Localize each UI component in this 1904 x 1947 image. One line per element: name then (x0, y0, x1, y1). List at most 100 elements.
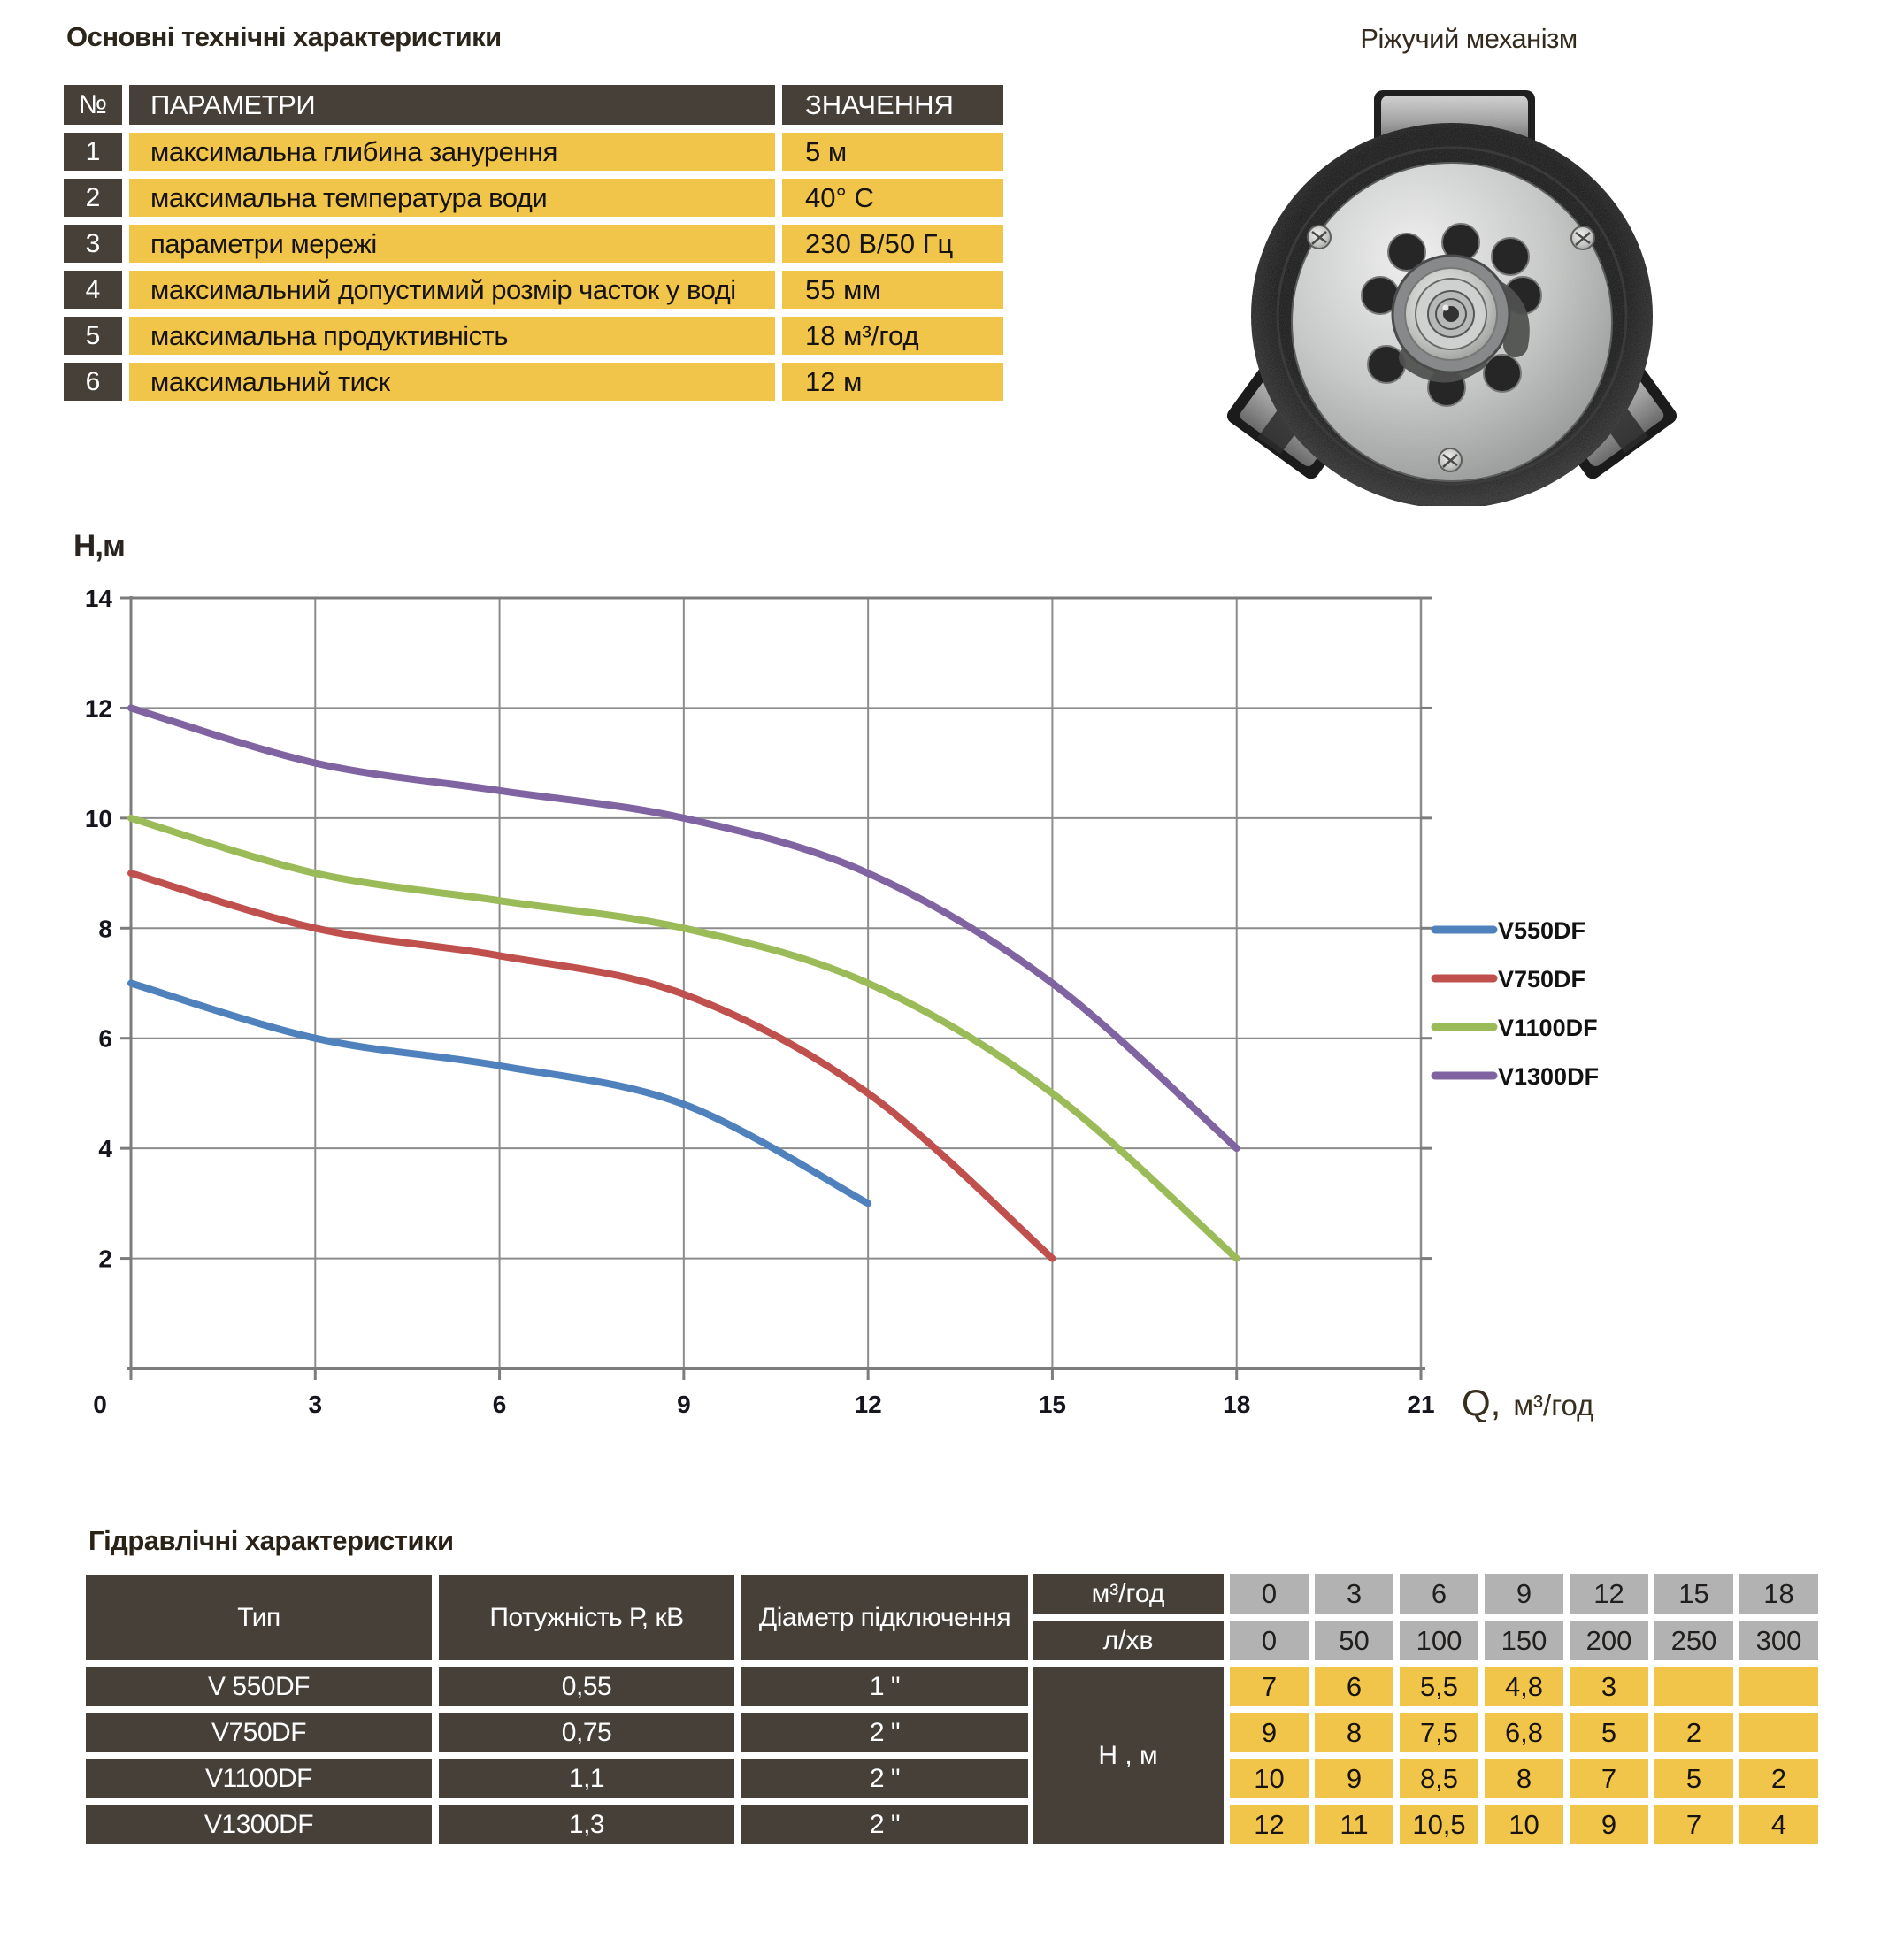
pump-diameter-cell: 2 " (741, 1805, 1028, 1844)
pump-power-cell: 0,75 (439, 1713, 734, 1752)
flow-lmin-value-cell: 200 (1570, 1621, 1648, 1660)
y-tick-label: 14 (85, 585, 113, 612)
head-value-cell: 7 (1230, 1667, 1309, 1706)
legend-label-V550DF: V550DF (1498, 917, 1585, 944)
face-screws (1307, 225, 1595, 472)
spec-value-cell: 40° С (782, 179, 1003, 217)
x-tick-label: 21 (1407, 1391, 1434, 1418)
head-value-cell: 9 (1230, 1713, 1309, 1752)
x-tick-label: 6 (493, 1391, 507, 1418)
flow-lmin-value-cell: 250 (1654, 1621, 1733, 1660)
x-tick-label: 15 (1039, 1391, 1066, 1418)
spec-row: 5 максимальна продуктивність 18 м³/год (64, 317, 1003, 355)
head-value-cell: 5,5 (1400, 1667, 1478, 1706)
head-value-cell: 9 (1570, 1805, 1648, 1844)
hyd-header-power: Потужність Р, кВ (439, 1575, 734, 1660)
head-value-cell (1654, 1667, 1733, 1706)
y-tick-label: 6 (98, 1025, 112, 1053)
x-tick-label: 18 (1223, 1391, 1250, 1418)
pump-diameter-cell: 2 " (741, 1713, 1028, 1752)
head-value-cell: 2 (1654, 1713, 1733, 1752)
spec-value-cell: 55 мм (782, 271, 1003, 309)
head-value-cell: 7 (1654, 1805, 1733, 1844)
chart-y-axis-label: Н,м (73, 529, 126, 563)
flow-unit-m3-cell: м³/год (1033, 1574, 1224, 1614)
flow-lmin-value-cell: 0 (1230, 1621, 1309, 1660)
head-value-cell: 5 (1654, 1759, 1733, 1798)
flow-lmin-value-cell: 50 (1315, 1621, 1393, 1660)
head-value-cell: 11 (1315, 1805, 1393, 1844)
spec-header-param: ПАРАМЕТРИ (129, 85, 775, 125)
spec-value-cell: 12 м (782, 363, 1003, 401)
pump-power-cell: 1,1 (439, 1759, 734, 1798)
spec-param-cell: максимальний тиск (129, 363, 775, 401)
flow-m3-value-cell: 12 (1570, 1574, 1648, 1614)
flow-m3-value-cell: 15 (1654, 1574, 1733, 1614)
head-value-cell: 7 (1570, 1759, 1648, 1798)
pump-type-cell: V 550DF (86, 1667, 432, 1706)
head-value-cell: 10,5 (1400, 1805, 1478, 1844)
pump-power-cell: 1,3 (439, 1805, 734, 1844)
head-value-cell: 5 (1570, 1713, 1648, 1752)
spec-row-number: 3 (64, 225, 122, 263)
spec-row: 6 максимальний тиск 12 м (64, 363, 1003, 401)
spec-table-header-row: № ПАРАМЕТРИ ЗНАЧЕННЯ (64, 85, 1003, 125)
flow-m3-value-cell: 18 (1739, 1574, 1818, 1614)
flow-lmin-value-cell: 150 (1485, 1621, 1563, 1660)
spec-row-number: 5 (64, 317, 122, 355)
head-value-cell: 7,5 (1400, 1713, 1478, 1752)
spec-param-cell: максимальна продуктивність (129, 317, 775, 355)
spec-param-cell: максимальна температура води (129, 179, 775, 217)
head-value-cell: 8 (1315, 1713, 1393, 1752)
head-value-cell: 10 (1485, 1805, 1563, 1844)
hyd-header-type: Тип (86, 1575, 432, 1660)
head-value-cell (1739, 1713, 1818, 1752)
head-value-cell: 8,5 (1400, 1759, 1478, 1798)
hydraulic-flow-matrix: м³/год 0 3 6 9 12 15 18 л/хв 0 50 100 150 200 250 300 Н … (1033, 1574, 1818, 1844)
spec-param-cell: максимальна глибина занурення (129, 133, 775, 171)
head-value-cell: 8 (1485, 1759, 1563, 1798)
flow-lmin-value-cell: 300 (1739, 1621, 1818, 1660)
photo-title: Ріжучий механізм (1360, 23, 1578, 54)
spec-value-cell: 5 м (782, 133, 1003, 171)
y-tick-label: 8 (98, 915, 112, 942)
hydraulic-pumps-table: Тип Потужність Р, кВ Діаметр підключення… (86, 1575, 1028, 1844)
x-tick-label: 3 (308, 1391, 322, 1418)
hydraulic-table-title: Гідравлічні характеристики (88, 1525, 454, 1556)
legend-label-V1300DF: V1300DF (1498, 1063, 1599, 1090)
cutter-hub (1391, 254, 1511, 374)
y-tick-label: 10 (85, 805, 112, 832)
spec-row-number: 2 (64, 179, 122, 217)
head-value-cell: 3 (1570, 1667, 1648, 1706)
head-value-cell (1739, 1667, 1818, 1706)
head-value-cell: 4,8 (1485, 1667, 1563, 1706)
spec-row: 1 максимальна глибина занурення 5 м (64, 133, 1003, 171)
pump-type-cell: V750DF (86, 1713, 432, 1752)
flow-unit-lmin-cell: л/хв (1033, 1621, 1224, 1660)
flow-m3-value-cell: 3 (1315, 1574, 1393, 1614)
legend-label-V1100DF: V1100DF (1498, 1015, 1598, 1041)
spec-table-title: Основні технічні характеристики (66, 21, 502, 52)
head-label-cell: Н , м (1033, 1667, 1224, 1844)
pump-diameter-cell: 1 " (741, 1667, 1028, 1706)
spec-param-cell: параметри мережі (129, 225, 775, 263)
spec-header-num: № (64, 85, 122, 125)
spec-param-cell: максимальний допустимий розмір часток у … (129, 271, 775, 309)
spec-value-cell: 230 В/50 Гц (782, 225, 1003, 263)
curve-V1100DF (127, 814, 1240, 1262)
pump-power-cell: 0,55 (439, 1667, 734, 1706)
y-tick-label: 12 (85, 694, 112, 722)
spec-row-number: 1 (64, 133, 122, 171)
pump-type-cell: V1300DF (86, 1805, 432, 1844)
spec-row: 4 максимальний допустимий розмір часток у… (64, 271, 1003, 309)
y-tick-label: 2 (98, 1246, 112, 1273)
hyd-header-diameter: Діаметр підключення (741, 1575, 1028, 1660)
flow-m3-value-cell: 9 (1485, 1574, 1563, 1614)
head-value-cell: 9 (1315, 1759, 1393, 1798)
cutting-mechanism-photo (1226, 90, 1678, 506)
x-tick-label: 9 (677, 1391, 691, 1418)
head-value-cell: 6 (1315, 1667, 1393, 1706)
head-value-cell: 4 (1739, 1805, 1818, 1844)
spec-row: 2 максимальна температура води 40° С (64, 179, 1003, 217)
